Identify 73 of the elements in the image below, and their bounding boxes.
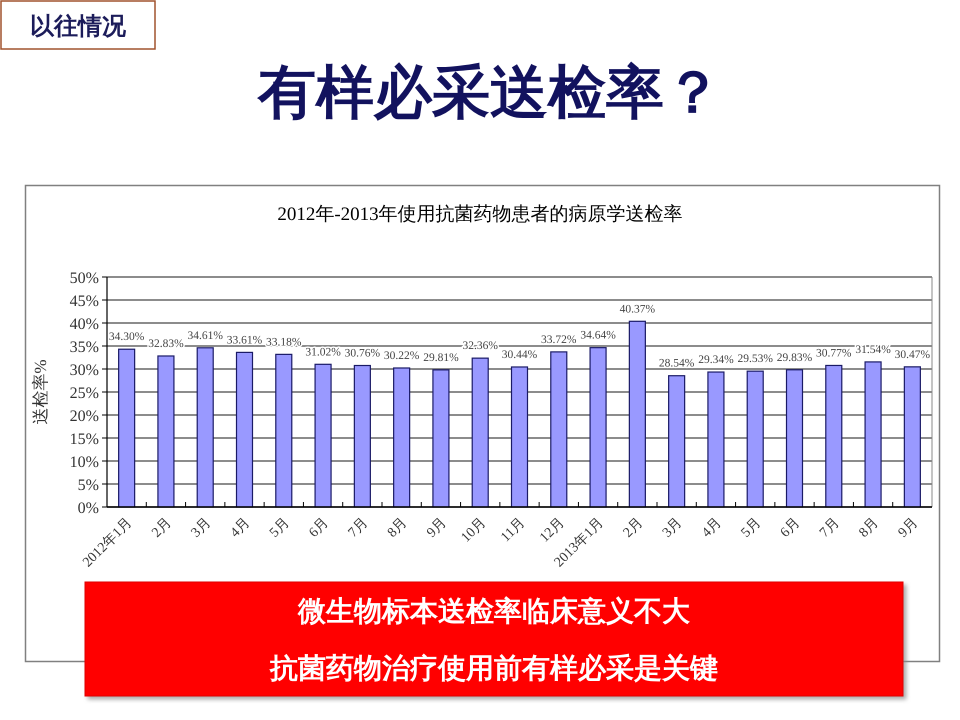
bar — [707, 371, 725, 508]
bar — [118, 348, 136, 508]
data-label: 30.76% — [344, 348, 380, 360]
y-tick-label: 50% — [70, 270, 99, 287]
data-label: 29.83% — [776, 352, 813, 364]
bar — [275, 354, 292, 508]
y-tick-label: 35% — [70, 339, 99, 356]
y-tick-label: 10% — [70, 454, 99, 471]
bar — [314, 364, 332, 508]
x-tick-label: 9月 — [896, 515, 922, 541]
data-label: 30.77% — [816, 347, 852, 360]
chart-subtitle: 2012年-2013年使用抗菌药物患者的病原学送检率 — [277, 203, 683, 225]
x-tick-label: 12月 — [537, 515, 568, 546]
bar — [628, 320, 646, 508]
data-label: 29.53% — [737, 353, 774, 366]
data-label: 28.54% — [658, 358, 695, 370]
bar — [825, 364, 842, 508]
y-tick-label: 15% — [70, 431, 99, 448]
x-tick-label: 9月 — [424, 515, 450, 541]
data-label: 29.81% — [423, 352, 460, 364]
bar — [157, 355, 175, 508]
x-tick-label: 11月 — [498, 515, 528, 546]
bar — [510, 366, 528, 508]
y-tick-label: 20% — [70, 408, 99, 425]
bar — [432, 369, 450, 508]
x-tick-label: 10月 — [458, 515, 490, 546]
y-tick-label: 40% — [70, 316, 99, 333]
x-tick-label: 8月 — [856, 515, 882, 541]
y-tick-label: 30% — [70, 362, 99, 379]
x-tick-label: 4月 — [228, 515, 254, 541]
bar — [668, 375, 686, 508]
bar — [354, 364, 371, 508]
data-label: 40.37% — [620, 303, 656, 316]
x-tick-label: 6月 — [306, 515, 332, 541]
x-tick-label: 2月 — [149, 515, 175, 541]
x-tick-label: 4月 — [699, 515, 725, 541]
x-tick-label: 5月 — [738, 515, 764, 541]
bar — [236, 352, 254, 508]
x-tick-label: 2月 — [620, 515, 646, 541]
y-tick-label: 5% — [78, 477, 99, 494]
data-label: 34.64% — [580, 330, 616, 342]
bar — [864, 361, 882, 508]
data-label: 34.61% — [187, 330, 224, 342]
data-label: 34.30% — [108, 331, 145, 344]
bar — [589, 347, 607, 508]
x-tick-label: 3月 — [660, 515, 686, 541]
x-tick-label: 7月 — [817, 515, 843, 541]
data-label: 33.61% — [226, 334, 263, 346]
x-tick-label: 6月 — [778, 515, 804, 541]
data-label: 30.22% — [384, 350, 420, 362]
y-tick-label: 0% — [78, 500, 99, 517]
y-axis-title: 送检率% — [31, 359, 50, 425]
bar — [746, 370, 764, 508]
data-label: 30.44% — [502, 348, 538, 361]
bar — [786, 369, 804, 508]
data-label: 30.47% — [894, 348, 930, 361]
bar — [904, 366, 921, 508]
bar — [196, 347, 214, 508]
bar — [393, 367, 410, 508]
x-tick-label: 5月 — [267, 515, 293, 541]
y-tick-label: 25% — [70, 385, 99, 402]
data-label: 29.34% — [698, 354, 734, 366]
bar — [472, 358, 489, 508]
x-tick-label: 7月 — [346, 515, 372, 541]
x-tick-label: 8月 — [385, 515, 410, 541]
data-label: 33.72% — [541, 334, 577, 346]
data-label: 33.18% — [266, 336, 302, 348]
chart-title: 有样必采送检率？ — [256, 58, 722, 126]
data-label: 31.54% — [855, 344, 892, 356]
data-label: 31.02% — [305, 346, 342, 358]
y-tick-label: 45% — [70, 293, 99, 310]
bar — [550, 351, 568, 508]
x-tick-label: 3月 — [188, 515, 214, 541]
